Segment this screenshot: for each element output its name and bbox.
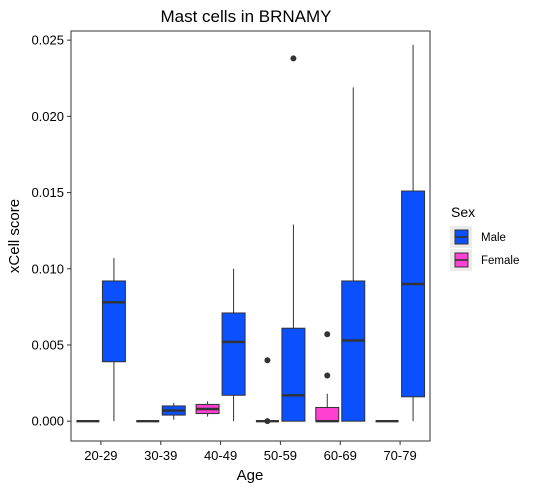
y-axis-title: xCell score [6,199,23,273]
y-tick-label: 0.000 [31,414,64,429]
x-tick-label: 50-59 [264,448,297,463]
y-tick-label: 0.005 [31,337,64,352]
x-tick-label: 20-29 [84,448,117,463]
y-tick-label: 0.010 [31,261,64,276]
box-body [101,280,126,363]
box-male-40-49 [221,268,246,422]
outlier-point [324,331,331,338]
outlier-point [264,357,271,364]
box-male-50-59 [281,55,306,422]
box-male-60-69 [341,87,366,422]
x-tick-label: 40-49 [204,448,237,463]
box-body [401,190,426,398]
box-body [341,280,366,422]
legend: Sex Male Female [450,204,519,271]
plot-layer [76,44,426,425]
outlier-point [264,418,271,425]
chart-title: Mast cells in BRNAMY [161,7,332,26]
box-male-70-79 [401,44,426,422]
x-tick-label: 70-79 [383,448,416,463]
box-female-40-49 [195,401,220,417]
x-tick-label: 30-39 [144,448,177,463]
box-female-50-59 [255,357,279,425]
outlier-point [324,372,331,379]
plot-panel [70,30,431,442]
legend-label: Female [481,255,519,267]
legend-label: Male [481,232,506,244]
box-body [281,327,306,422]
box-body [221,312,246,396]
box-female-60-69 [315,331,340,423]
y-tick-label: 0.020 [31,109,64,124]
y-tick-label: 0.025 [31,33,64,48]
x-tick-label: 60-69 [324,448,357,463]
x-axis-title: Age [237,467,264,484]
box-male-30-39 [161,402,186,420]
legend-title: Sex [451,204,475,220]
axis-layer: 0.000 0.005 0.010 0.015 0.020 0.025 20-29 30-39… [31,33,416,463]
outlier-point [290,55,297,62]
box-body [315,406,340,422]
box-male-20-29 [101,258,126,422]
y-tick-label: 0.015 [31,185,64,200]
